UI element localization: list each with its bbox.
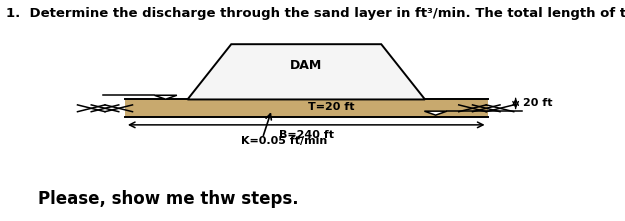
- Polygon shape: [188, 44, 425, 99]
- Polygon shape: [154, 95, 177, 99]
- Text: Please, show me thw steps.: Please, show me thw steps.: [38, 190, 298, 208]
- Polygon shape: [424, 111, 447, 115]
- Text: K=0.05 ft/min: K=0.05 ft/min: [241, 136, 327, 147]
- Text: T=20 ft: T=20 ft: [308, 102, 354, 112]
- Text: 20 ft: 20 ft: [523, 98, 552, 109]
- Bar: [125, 99, 488, 117]
- Text: B=240 ft: B=240 ft: [279, 130, 334, 140]
- Text: 1.  Determine the discharge through the sand layer in ft³/min. The total length : 1. Determine the discharge through the s…: [6, 7, 625, 20]
- Text: DAM: DAM: [290, 59, 322, 72]
